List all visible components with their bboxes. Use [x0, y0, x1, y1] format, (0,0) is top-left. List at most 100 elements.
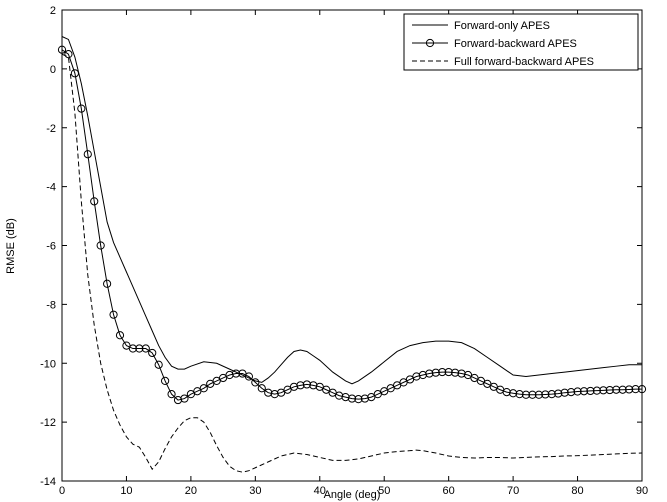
series-point: [360, 394, 369, 403]
legend: Forward-only APES Forward-backward APES …: [403, 13, 639, 71]
series-point: [444, 367, 453, 377]
series-point: [199, 384, 208, 393]
series-point: [354, 395, 363, 404]
series-point: [257, 384, 266, 393]
series-point: [238, 369, 247, 378]
series-point: [251, 378, 260, 387]
x-tick-label: 70: [507, 485, 519, 497]
x-ticks: 0 10 20 30 40 50 60 70 80 90: [59, 10, 648, 497]
series-point: [264, 388, 273, 397]
y-tick-label: -10: [40, 358, 56, 370]
y-tick-label: 0: [50, 64, 56, 76]
series-point: [180, 394, 189, 403]
y-tick-label: -12: [40, 417, 56, 429]
series-point: [173, 395, 183, 405]
series-point: [289, 382, 299, 391]
series-point: [341, 393, 350, 402]
series-point: [270, 390, 279, 399]
x-tick-label: 20: [185, 485, 197, 497]
series-point: [412, 372, 421, 381]
series-point: [77, 104, 86, 113]
series-point: [528, 390, 537, 399]
series-point: [541, 390, 550, 399]
series-point: [347, 394, 357, 403]
series-point: [154, 360, 163, 369]
series-layer: [57, 36, 647, 473]
series-point: [296, 381, 305, 390]
y-tick-label: -2: [46, 123, 56, 135]
series-point: [438, 367, 447, 377]
series-point: [231, 369, 241, 378]
x-axis-title: Angle (deg): [324, 489, 381, 501]
legend-label-forward-only: Forward-only APES: [454, 20, 550, 32]
series-point: [103, 279, 112, 288]
series-point: [605, 385, 614, 395]
y-tick-label: -14: [40, 476, 56, 488]
y-tick-label: 2: [50, 5, 56, 17]
series-point: [573, 387, 582, 396]
series-point: [128, 344, 137, 353]
series-point: [193, 387, 202, 396]
x-tick-label: 80: [571, 485, 583, 497]
series-point: [244, 372, 253, 381]
series-point: [335, 391, 344, 400]
y-axis-title: RMSE (dB): [5, 218, 17, 274]
legend-label-full-forward-backward: Full forward-backward APES: [454, 56, 594, 68]
series-point: [167, 390, 176, 399]
series-point: [457, 369, 466, 378]
series-point: [418, 370, 427, 380]
series-point: [579, 387, 589, 396]
x-tick-label: 10: [120, 485, 132, 497]
series-point: [322, 385, 331, 394]
series-point: [302, 380, 311, 389]
x-tick-label: 60: [443, 485, 455, 497]
series-point: [206, 379, 215, 388]
series-point: [393, 381, 402, 390]
legend-marker-forward-backward: [425, 38, 435, 48]
series-point: [502, 388, 511, 397]
x-tick-label: 30: [249, 485, 261, 497]
y-tick-label: -6: [46, 241, 56, 253]
series-point: [534, 390, 543, 399]
legend-label-forward-backward: Forward-backward APES: [454, 38, 577, 50]
series-point: [625, 385, 634, 394]
series-point: [592, 386, 601, 395]
series-point: [115, 331, 125, 340]
series-point: [567, 388, 576, 397]
series-point: [586, 386, 595, 396]
series-line-2: [61, 53, 643, 473]
series-point: [560, 388, 569, 397]
x-tick-label: 90: [636, 485, 648, 497]
series-point: [148, 348, 157, 358]
series-point: [554, 389, 563, 398]
series-point: [277, 388, 286, 397]
series-point: [425, 369, 434, 378]
series-point: [380, 387, 389, 396]
series-point: [64, 50, 73, 59]
series-point: [515, 390, 524, 399]
series-point: [96, 241, 105, 250]
legend-box: [403, 13, 639, 71]
series-point: [70, 69, 79, 78]
series-point: [521, 390, 531, 399]
series-point: [83, 150, 92, 159]
series-point: [225, 370, 234, 380]
series-point: [509, 389, 518, 398]
plot-area: [62, 10, 642, 481]
series-line-0: [61, 36, 642, 385]
series-point: [161, 376, 170, 386]
series-point: [309, 381, 318, 390]
series-line-1: [61, 49, 642, 401]
series-point: [547, 390, 556, 399]
y-ticks: 2 0 -2 -4 -6 -8 -10 -12 -14: [40, 5, 642, 488]
series-point: [612, 385, 621, 394]
series-point: [599, 386, 608, 395]
x-tick-label: 0: [59, 485, 65, 497]
series-point: [631, 385, 640, 394]
series-point: [618, 385, 627, 394]
series-point: [90, 197, 99, 206]
series-point: [135, 344, 144, 353]
plot-frame: [61, 9, 643, 482]
series-point: [451, 368, 460, 377]
